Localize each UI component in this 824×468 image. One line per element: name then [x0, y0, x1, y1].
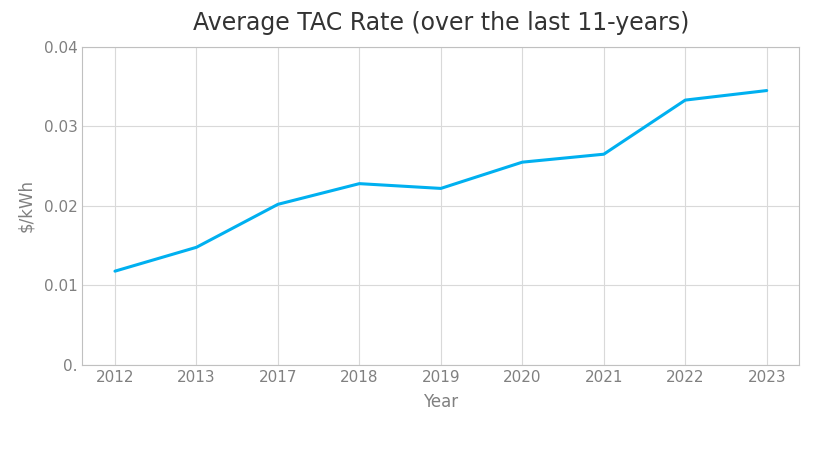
Legend: Average TAC: Average TAC: [368, 462, 513, 468]
Title: Average TAC Rate (over the last 11-years): Average TAC Rate (over the last 11-years…: [193, 11, 689, 35]
Average TAC: [110, 268, 120, 274]
Average TAC: [436, 186, 446, 191]
X-axis label: Year: Year: [424, 393, 458, 411]
Average TAC: [191, 244, 201, 250]
Average TAC: [761, 88, 771, 93]
Line: Average TAC: Average TAC: [115, 90, 766, 271]
Average TAC: [517, 159, 527, 165]
Average TAC: [273, 202, 283, 207]
Average TAC: [681, 97, 691, 103]
Y-axis label: $/kWh: $/kWh: [17, 179, 35, 233]
Average TAC: [599, 152, 609, 157]
Average TAC: [354, 181, 364, 186]
